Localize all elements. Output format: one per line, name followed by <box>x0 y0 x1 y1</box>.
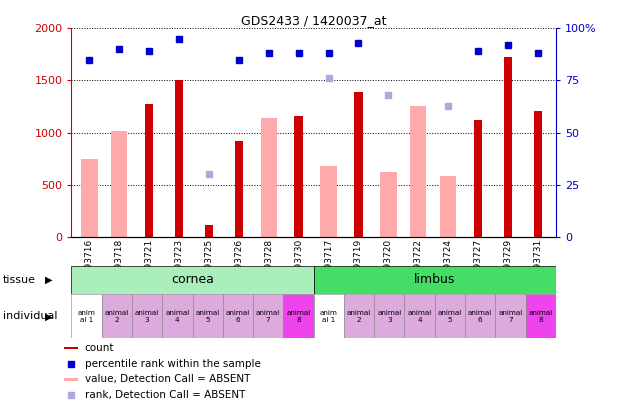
Bar <box>145 104 153 237</box>
Bar <box>102 294 132 338</box>
Text: animal
6: animal 6 <box>226 310 250 323</box>
Text: animal
5: animal 5 <box>196 310 220 323</box>
Text: anim
al 1: anim al 1 <box>78 310 96 323</box>
Bar <box>294 116 303 237</box>
Bar <box>320 166 337 237</box>
Text: animal
2: animal 2 <box>347 310 371 323</box>
Text: GSM93728: GSM93728 <box>265 239 273 288</box>
Text: GSM93722: GSM93722 <box>414 239 423 288</box>
Bar <box>64 378 78 381</box>
Bar <box>314 266 556 294</box>
Bar <box>223 294 253 338</box>
Bar <box>132 294 162 338</box>
Text: ▶: ▶ <box>45 275 52 285</box>
Text: animal
3: animal 3 <box>135 310 159 323</box>
Bar <box>235 141 243 237</box>
Bar <box>404 294 435 338</box>
Text: value, Detection Call = ABSENT: value, Detection Call = ABSENT <box>84 375 250 384</box>
Text: GSM93725: GSM93725 <box>204 239 214 288</box>
Bar <box>261 118 277 237</box>
Text: GSM93724: GSM93724 <box>443 239 453 288</box>
Text: GSM93723: GSM93723 <box>175 239 184 288</box>
Text: animal
2: animal 2 <box>105 310 129 323</box>
Text: ▶: ▶ <box>45 311 52 321</box>
Bar <box>71 266 314 294</box>
Bar <box>111 130 127 237</box>
Text: GSM93721: GSM93721 <box>145 239 153 288</box>
Bar <box>374 294 404 338</box>
Text: GSM93718: GSM93718 <box>115 239 124 288</box>
Bar <box>81 159 97 237</box>
Text: animal
5: animal 5 <box>438 310 462 323</box>
Text: animal
4: animal 4 <box>407 310 432 323</box>
Text: animal
7: animal 7 <box>498 310 522 323</box>
Bar <box>525 294 556 338</box>
Bar <box>354 92 363 237</box>
Bar <box>344 294 374 338</box>
Bar <box>495 294 525 338</box>
Bar <box>380 172 397 237</box>
Text: GSM93730: GSM93730 <box>294 239 303 288</box>
Text: GSM93727: GSM93727 <box>474 239 483 288</box>
Bar <box>162 294 193 338</box>
Bar <box>205 226 213 237</box>
Text: animal
6: animal 6 <box>468 310 492 323</box>
Text: animal
8: animal 8 <box>286 310 310 323</box>
Bar <box>64 347 78 350</box>
Text: rank, Detection Call = ABSENT: rank, Detection Call = ABSENT <box>84 390 245 400</box>
Text: GSM93731: GSM93731 <box>533 239 542 288</box>
Bar <box>440 177 456 237</box>
Bar <box>465 294 496 338</box>
Bar <box>533 111 542 237</box>
Bar <box>71 294 102 338</box>
Text: GSM93720: GSM93720 <box>384 239 393 288</box>
Bar <box>474 120 483 237</box>
Bar <box>410 106 427 237</box>
Text: GSM93726: GSM93726 <box>234 239 243 288</box>
Bar <box>435 294 465 338</box>
Text: GSM93729: GSM93729 <box>504 239 512 288</box>
Text: limbus: limbus <box>414 273 455 286</box>
Bar <box>314 294 344 338</box>
Title: GDS2433 / 1420037_at: GDS2433 / 1420037_at <box>241 14 386 27</box>
Bar <box>175 81 183 237</box>
Text: count: count <box>84 343 114 353</box>
Text: individual: individual <box>3 311 58 321</box>
Text: cornea: cornea <box>171 273 214 286</box>
Text: animal
8: animal 8 <box>528 310 553 323</box>
Bar <box>283 294 314 338</box>
Text: GSM93719: GSM93719 <box>354 239 363 288</box>
Text: animal
3: animal 3 <box>377 310 401 323</box>
Text: animal
7: animal 7 <box>256 310 280 323</box>
Bar <box>193 294 223 338</box>
Text: animal
4: animal 4 <box>165 310 189 323</box>
Bar <box>253 294 283 338</box>
Text: GSM93716: GSM93716 <box>85 239 94 288</box>
Text: GSM93717: GSM93717 <box>324 239 333 288</box>
Text: anim
al 1: anim al 1 <box>320 310 338 323</box>
Text: percentile rank within the sample: percentile rank within the sample <box>84 359 261 369</box>
Bar <box>504 57 512 237</box>
Text: tissue: tissue <box>3 275 36 285</box>
